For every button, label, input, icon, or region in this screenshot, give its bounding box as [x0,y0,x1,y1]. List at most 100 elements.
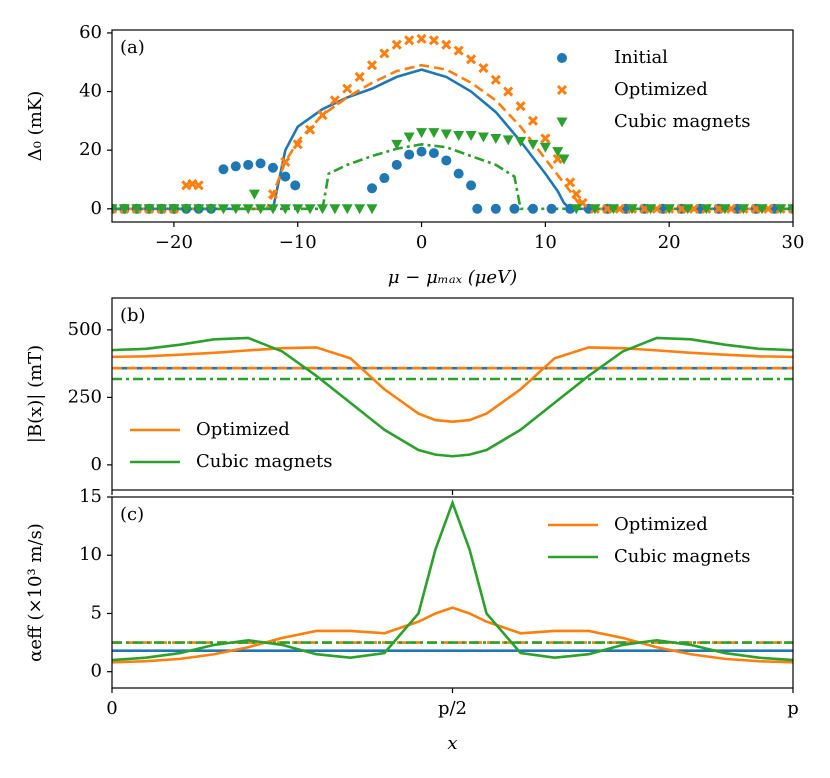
point [472,203,483,214]
line [112,68,793,211]
point [527,139,539,150]
x-tick-label: −10 [279,232,317,253]
point [503,86,514,97]
point [248,189,260,200]
point [428,148,439,159]
point [342,83,353,94]
point [290,180,301,191]
y-tick-label: 0 [91,454,102,475]
legend-marker [556,84,568,96]
point [663,204,675,215]
point [441,39,452,50]
axes-frame [111,496,794,689]
point [440,129,452,140]
point [329,95,340,106]
point [416,33,427,44]
point [540,133,551,144]
x-tick-label: p [787,698,799,719]
legend-label: Optimized [614,514,708,535]
point [416,128,428,139]
point [267,162,278,173]
point [379,48,390,59]
y-tick-label: 10 [79,544,102,565]
y-tick-label: 0 [91,661,102,682]
point [156,204,168,215]
point [391,39,402,50]
point [477,132,489,143]
point [267,189,279,200]
line [112,63,793,211]
point [539,142,551,153]
legend-label: Optimized [614,79,708,100]
legend-label: Optimized [196,419,290,440]
y-axis-label: αeff (×10³ m/s) [25,523,46,662]
x-tick-label: 30 [782,232,805,253]
point [366,60,378,71]
point [391,159,402,170]
x-tick-label: 10 [534,232,557,253]
point [756,204,768,215]
y-tick-label: 0 [91,198,102,219]
point [217,204,229,215]
point [292,204,304,215]
point [509,203,520,214]
point [280,171,291,182]
legend-marker [557,53,567,63]
legend-label: Cubic magnets [614,111,751,132]
point [589,204,601,215]
line [112,336,793,458]
point [441,155,452,166]
point [737,204,749,215]
point [304,204,316,215]
point [305,124,316,135]
point [391,139,403,150]
point [428,35,439,46]
point [180,204,192,215]
point [719,204,731,215]
y-axis-label: |B(x)| (mT) [25,345,46,443]
y-tick-label: 500 [68,319,102,340]
panel-label: (a) [120,37,145,58]
point [230,204,242,215]
point [515,101,526,112]
x-axis-label: μ − μₘₐₓ (μeV) [388,267,517,288]
point [558,154,570,165]
point [403,132,415,143]
line [112,499,793,662]
legend-label: Cubic magnets [196,451,333,472]
y-tick-label: 15 [79,486,102,507]
y-tick-label: 20 [79,139,102,160]
point [645,204,657,215]
point [131,204,143,215]
point [502,135,514,146]
line [112,606,793,664]
point [552,147,564,158]
point [205,204,217,215]
axes-frame [111,297,794,491]
line [112,143,793,211]
point [118,204,130,215]
panel-label: (c) [120,504,144,525]
point [280,156,291,167]
point [143,204,155,215]
point [682,204,694,215]
plot-area [112,499,793,664]
point [279,204,291,215]
point [465,131,477,142]
point [367,183,378,194]
point [329,204,341,215]
point [490,203,501,214]
point [527,115,539,126]
point [316,204,328,215]
point [193,180,204,191]
point [255,158,266,169]
point [193,204,205,215]
point [490,74,501,85]
point [546,203,557,214]
point [466,54,477,65]
point [515,136,527,147]
point [366,204,378,215]
point [570,204,582,215]
point [404,35,415,46]
